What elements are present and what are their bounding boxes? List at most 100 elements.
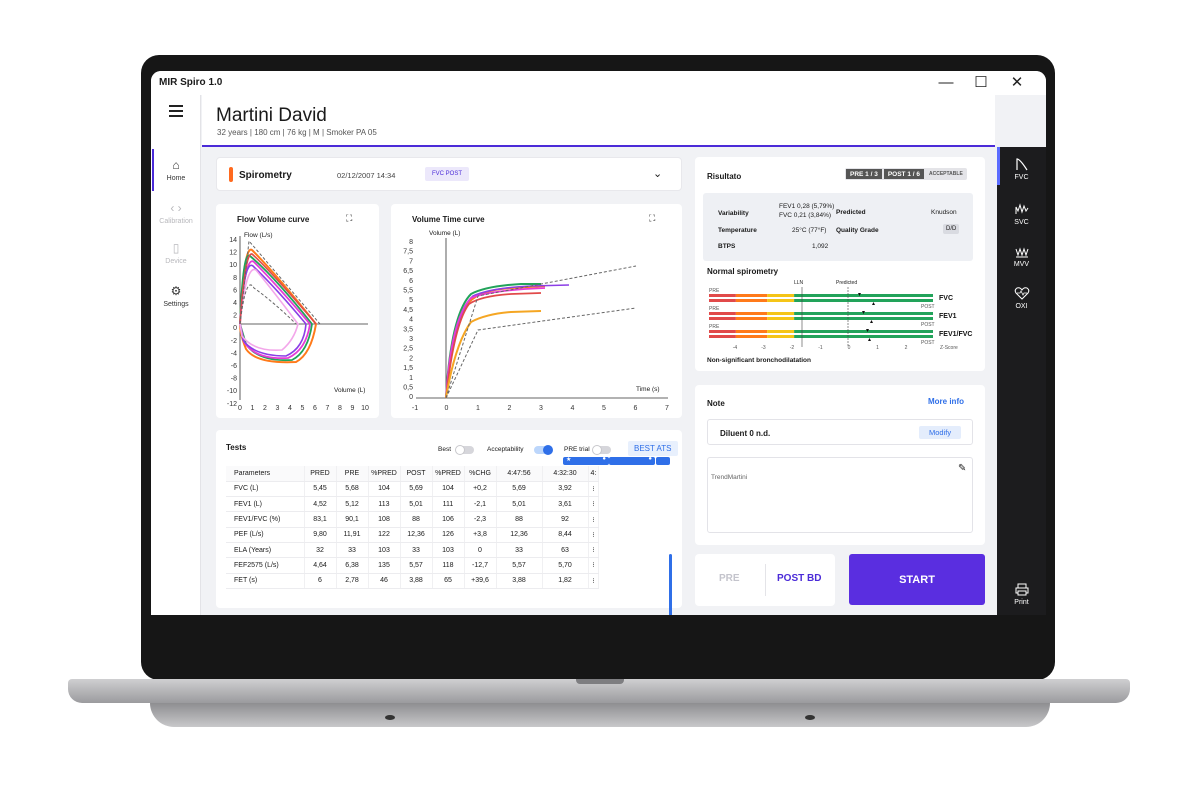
pencil-icon[interactable]: ✎ (958, 463, 967, 474)
table-row[interactable]: FEV1 (L) 4,52 5,12 113 5,01 111 -2,1 5,01 3,61 ⁝ (226, 496, 600, 513)
table-cell: ⁝ (588, 527, 600, 543)
table-cell: 6,38 (336, 557, 369, 574)
print-button[interactable]: Print (997, 583, 1046, 606)
note-textarea[interactable]: TrendMartini ✎ (707, 457, 973, 533)
table-column-header[interactable]: PRE (336, 466, 369, 482)
zscore-bar-segment (735, 312, 768, 315)
table-row[interactable]: FVC (L) 5,45 5,68 104 5,69 104 +0,2 5,69 3,92 ⁝ (226, 481, 600, 498)
table-column-header[interactable]: %CHG (464, 466, 497, 482)
tab-fvc[interactable]: FVC (997, 157, 1046, 181)
zscore-bar-segment (735, 330, 768, 333)
pre-trial-badge[interactable]: PRE 1 / 3 (846, 169, 882, 179)
table-cell: 5,01 (496, 496, 543, 513)
table-cell: -2,1 (464, 496, 497, 513)
post-bd-phase-button[interactable]: POST BD (777, 573, 822, 584)
laptop-foot (385, 715, 395, 720)
table-cell: 5,69 (400, 481, 433, 498)
best-toggle[interactable] (455, 445, 474, 455)
table-row[interactable]: FET (s) 6 2,78 46 3,88 65 +39,6 3,88 1,82 ⁝ (226, 573, 600, 589)
y-tick-label: 4 (233, 300, 237, 307)
acceptability-toggle[interactable] (534, 445, 553, 455)
sidebar-item-home[interactable]: ⌂ Home (151, 158, 201, 182)
trial-column-header-selected[interactable]: ★ ● (563, 456, 609, 465)
predicted-curve (239, 284, 297, 325)
variability-fev1: FEV1 0,28 (5,79%) (779, 203, 835, 210)
table-cell: 3,61 (542, 496, 589, 513)
sidebar-item-label: Calibration (159, 218, 193, 225)
variability-label: Variability (718, 210, 749, 217)
modify-button[interactable]: Modify (919, 426, 962, 439)
y-tick-label: -4 (231, 350, 237, 357)
start-button[interactable]: START (849, 554, 985, 605)
pre-row-label: PRE (709, 288, 720, 294)
table-row[interactable]: PEF (L/s) 9,80 11,91 122 12,36 126 +3,8 12,36 8,… (226, 527, 600, 543)
hamburger-menu-icon[interactable] (169, 105, 183, 117)
tab-mvv[interactable]: MVV (997, 244, 1046, 268)
vertical-scrollbar[interactable] (669, 554, 672, 615)
patient-header: Martini David 32 years | 180 cm | 76 kg … (202, 95, 995, 147)
zscore-bar-segment (709, 299, 736, 302)
y-tick-label: 1,5 (403, 365, 413, 372)
table-cell: 122 (368, 527, 401, 543)
table-cell: 106 (432, 511, 465, 528)
zscore-bar-segment (709, 294, 736, 297)
more-info-link[interactable]: More info (928, 397, 964, 406)
y-tick-label: 3 (409, 336, 413, 343)
info-icon: ● (602, 456, 606, 462)
x-tick-label: 1 (251, 405, 255, 412)
table-column-header[interactable]: 4:32:30 (542, 466, 589, 482)
expand-icon[interactable]: ⛶ (346, 213, 353, 223)
table-row[interactable]: FEF2575 (L/s) 4,64 6,38 135 5,57 118 -12,7 5,57… (226, 557, 600, 574)
tab-svc[interactable]: SVC (997, 202, 1046, 226)
spirometry-selector[interactable]: Spirometry 02/12/2007 14:34 FVC POST ⌄ (216, 157, 682, 191)
pre-phase-button[interactable]: PRE (719, 573, 740, 584)
best-ats-button[interactable]: BEST ATS (628, 441, 678, 456)
parameter-name: ELA (Years) (226, 542, 305, 559)
table-cell: 5,68 (336, 481, 369, 498)
sidebar-item-device[interactable]: ▯ Device (151, 241, 201, 265)
table-column-header[interactable]: 4: (588, 466, 600, 482)
right-nav-label: MVV (1013, 261, 1030, 268)
trial-column-header[interactable]: ● (609, 456, 655, 465)
expand-icon[interactable]: ⛶ (649, 213, 656, 223)
best-label: Best (438, 446, 452, 453)
y-tick-label: 1 (409, 375, 413, 382)
table-column-header[interactable]: 4:47:56 (496, 466, 543, 482)
phase-selector: PRE POST BD (695, 554, 835, 606)
note-card: Note More info Diluent 0 n.d. Modify Tre… (695, 385, 985, 545)
table-row[interactable]: FEV1/FVC (%) 83,1 90,1 108 88 106 -2,3 88 92 ⁝ (226, 511, 600, 528)
table-column-header[interactable]: PRED (304, 466, 337, 482)
acceptability-label: Acceptability (487, 446, 524, 453)
pre-trial-label: PRE trial (564, 446, 590, 453)
minimize-button[interactable]: — (938, 74, 954, 91)
sidebar-item-settings[interactable]: ⚙ Settings (151, 284, 201, 308)
table-column-header[interactable]: Parameters (226, 466, 305, 482)
table-cell: 5,45 (304, 481, 337, 498)
post-value-marker (872, 302, 875, 305)
table-cell: 5,01 (400, 496, 433, 513)
flow-volume-trial-curve (239, 264, 307, 357)
table-column-header[interactable]: POST (400, 466, 433, 482)
pre-value-marker (866, 329, 869, 332)
close-button[interactable]: ✕ (1010, 74, 1024, 91)
app-title: MIR Spiro 1.0 (159, 77, 223, 88)
table-cell: 4,64 (304, 557, 337, 574)
pre-row-label: PRE (709, 306, 720, 312)
pre-trial-toggle[interactable] (592, 445, 611, 455)
sidebar-item-calibration[interactable]: ‹ › Calibration (151, 201, 201, 225)
y-tick-label: -8 (231, 376, 237, 383)
table-row[interactable]: ELA (Years) 32 33 103 33 103 0 33 63 ⁝ (226, 542, 600, 559)
chevron-down-icon[interactable]: ⌄ (653, 168, 663, 180)
y-tick-label: 0,5 (403, 385, 413, 392)
tab-oxi[interactable]: OXI (997, 286, 1046, 310)
code-brackets-icon: ‹ › (170, 201, 182, 215)
table-cell: 83,1 (304, 511, 337, 528)
table-column-header[interactable]: %PRED (432, 466, 465, 482)
y-tick-label: 8 (409, 239, 413, 246)
x-tick-label: 6 (634, 405, 638, 412)
zscore-tick-label: -4 (733, 345, 738, 351)
post-trial-badge[interactable]: POST 1 / 6 (883, 169, 924, 179)
trial-column-header[interactable] (656, 457, 670, 465)
table-column-header[interactable]: %PRED (368, 466, 401, 482)
maximize-button[interactable]: ☐ (974, 74, 988, 91)
